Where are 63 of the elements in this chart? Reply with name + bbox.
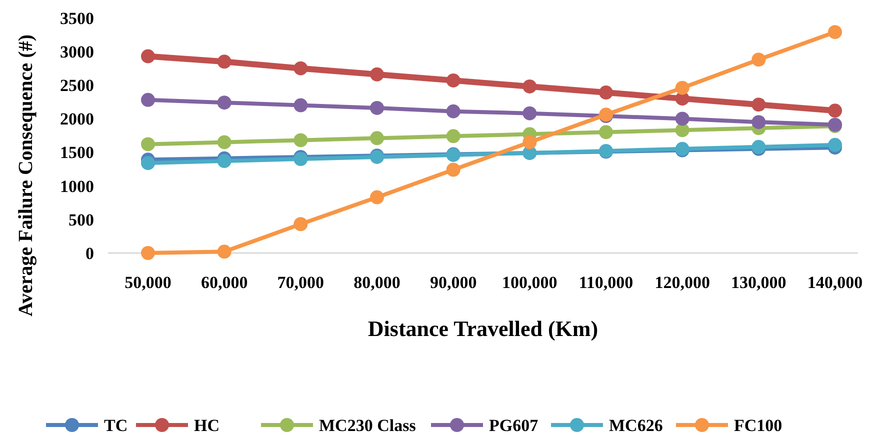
point [752, 52, 766, 67]
y-tick-label: 2000 [60, 110, 94, 129]
y-tick-label: 1000 [60, 176, 94, 196]
point [522, 106, 537, 120]
point [599, 125, 613, 140]
y-tick-label: 3000 [60, 42, 94, 62]
point [446, 73, 460, 88]
x-tick-label: 120,000 [654, 273, 710, 292]
x-tick-label: 130,000 [731, 273, 786, 292]
point [141, 156, 155, 170]
legend-label: TC [104, 416, 128, 435]
point [446, 104, 460, 118]
point [675, 112, 690, 126]
point [217, 96, 232, 110]
x-tick-label: 60,000 [200, 273, 248, 292]
point [217, 54, 232, 69]
point [370, 100, 384, 115]
x-tick-label: 100,000 [502, 273, 558, 292]
point [294, 152, 308, 166]
point [828, 25, 842, 40]
x-tick-label: 110,000 [578, 273, 634, 292]
y-tick-label: 3500 [60, 8, 94, 28]
x-tick-label: 70,000 [277, 273, 324, 292]
point [294, 133, 308, 148]
point [217, 135, 232, 150]
point [217, 244, 232, 259]
point [752, 98, 766, 112]
x-tick-label: 50,000 [124, 273, 172, 292]
point [446, 162, 460, 177]
point [141, 49, 155, 64]
legend-label: HC [194, 416, 220, 435]
point [141, 246, 155, 260]
point [675, 123, 690, 138]
point [141, 137, 155, 152]
y-tick-label: 1500 [60, 143, 94, 162]
point [294, 61, 308, 76]
point [217, 154, 232, 168]
point [522, 135, 537, 150]
x-tick-label: 80,000 [354, 273, 400, 292]
legend-label: FC100 [734, 416, 782, 435]
x-tick-label: 140,000 [807, 273, 863, 292]
y-axis-title: Average Failure Consequence (#) [15, 34, 37, 316]
point [599, 86, 613, 100]
x-axis-title: Distance Travelled (Km) [368, 316, 598, 341]
legend-label: PG607 [489, 416, 539, 435]
x-tick-label: 90,000 [430, 273, 477, 292]
point [294, 217, 308, 232]
point [370, 131, 384, 146]
point [675, 80, 690, 95]
legend-label: MC230 Class [319, 416, 416, 435]
y-tick-label: 2500 [60, 76, 94, 96]
point [370, 67, 384, 82]
point [370, 190, 384, 204]
point [446, 129, 460, 144]
point [752, 115, 766, 130]
point [141, 92, 155, 107]
point [828, 138, 842, 152]
point [828, 104, 842, 118]
y-tick-label: 0 [86, 244, 94, 263]
point [522, 79, 537, 94]
y-tick-label: 500 [68, 210, 94, 230]
point [294, 98, 308, 112]
legend-label: MC626 [609, 416, 663, 435]
